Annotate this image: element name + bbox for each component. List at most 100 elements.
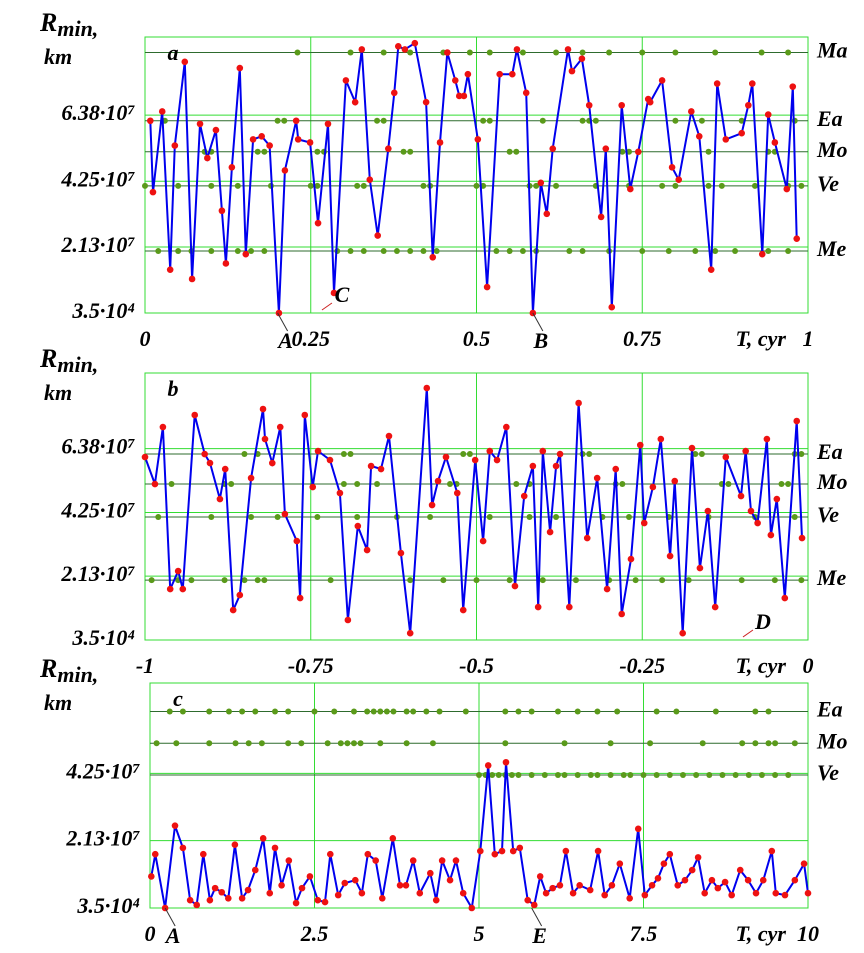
level-event: [175, 248, 182, 255]
series-line: [144, 387, 803, 634]
series-point: [460, 92, 468, 100]
level-event: [466, 451, 473, 458]
series-point: [534, 603, 542, 611]
series-point: [688, 108, 695, 115]
level-event: [261, 148, 268, 155]
level-event: [495, 771, 502, 778]
level-event: [561, 740, 568, 747]
x-tick-label: 0: [140, 326, 151, 351]
level-event: [738, 117, 745, 124]
x-tick-label: 7.5: [630, 921, 658, 946]
level-event: [340, 481, 347, 488]
series-point: [640, 519, 648, 527]
level-event: [647, 740, 654, 747]
series-point: [351, 876, 359, 884]
series-point: [367, 462, 375, 470]
level-event: [254, 577, 261, 584]
y-axis-label: Rmin,: [39, 344, 98, 377]
level-event: [347, 451, 354, 458]
annotation: A: [276, 328, 293, 353]
level-name: Me: [816, 236, 847, 261]
series-point: [271, 844, 279, 852]
series-point: [738, 129, 745, 137]
series-line: [150, 762, 809, 911]
series-point: [434, 477, 442, 485]
series-point: [344, 616, 352, 624]
series-point: [238, 894, 246, 902]
level-name: Mo: [816, 469, 848, 494]
level-event: [625, 514, 632, 521]
level-event: [350, 708, 357, 715]
series-point: [511, 582, 519, 590]
level-event: [798, 451, 805, 458]
series-point: [745, 101, 752, 109]
series-point: [798, 534, 806, 542]
series-point: [491, 850, 499, 858]
series-point: [546, 528, 554, 536]
level-event: [377, 708, 384, 715]
series-point: [585, 101, 593, 109]
level-event: [791, 514, 798, 521]
panel: 0 0.25 0.5 0.75 1 3.5·10⁴ 2.13·10⁷ 4.25·10⁷ 6.38…: [39, 8, 848, 353]
series-point: [634, 148, 642, 156]
level-event: [718, 182, 725, 189]
series-point: [244, 886, 252, 894]
series-point: [509, 847, 517, 855]
series-point: [358, 889, 366, 897]
series-point: [406, 629, 414, 637]
y-axis-symbol: R: [39, 8, 57, 37]
level-event: [380, 248, 387, 255]
series-point: [586, 886, 594, 894]
series-point: [496, 70, 504, 78]
series-point: [401, 46, 409, 53]
series-point: [772, 889, 780, 897]
level-event: [347, 49, 354, 56]
level-event: [383, 708, 390, 715]
series-point: [556, 450, 564, 458]
level-event: [515, 708, 522, 715]
level-event: [519, 248, 526, 255]
series-point: [768, 847, 776, 855]
series-point: [764, 111, 772, 118]
level-event: [314, 148, 321, 155]
series-point: [201, 450, 208, 458]
level-event: [281, 117, 288, 124]
series-point: [281, 510, 289, 518]
series-point: [627, 555, 635, 563]
series-point: [593, 474, 601, 482]
series-point: [438, 857, 446, 864]
level-event: [553, 49, 560, 56]
panel-label: b: [168, 376, 179, 401]
series-point: [688, 444, 696, 452]
series-point: [722, 453, 730, 461]
series-point: [575, 399, 582, 407]
level-event: [166, 708, 173, 715]
series-point: [298, 884, 306, 892]
level-event: [354, 182, 361, 189]
level-event: [407, 148, 414, 155]
level-event: [692, 248, 699, 255]
level-event: [314, 182, 321, 189]
series-point: [524, 896, 531, 904]
series-point: [436, 139, 444, 146]
level-event: [175, 182, 182, 189]
level-event: [261, 577, 268, 584]
level-event: [354, 514, 361, 521]
series-point: [744, 876, 752, 884]
level-event: [489, 771, 496, 778]
series-point: [783, 185, 791, 193]
level-event: [699, 740, 706, 747]
level-event: [493, 248, 500, 255]
series-point: [608, 303, 616, 311]
series-point: [636, 441, 644, 449]
y-axis-symbol: R: [39, 654, 57, 683]
series-point: [428, 501, 436, 509]
level-event: [285, 708, 292, 715]
level-event: [357, 740, 364, 747]
y-axis-unit: km: [44, 44, 72, 69]
series-point: [342, 77, 350, 84]
series-point: [174, 567, 182, 575]
level-event: [188, 577, 195, 584]
level-event: [586, 451, 593, 458]
series-point: [191, 411, 199, 419]
